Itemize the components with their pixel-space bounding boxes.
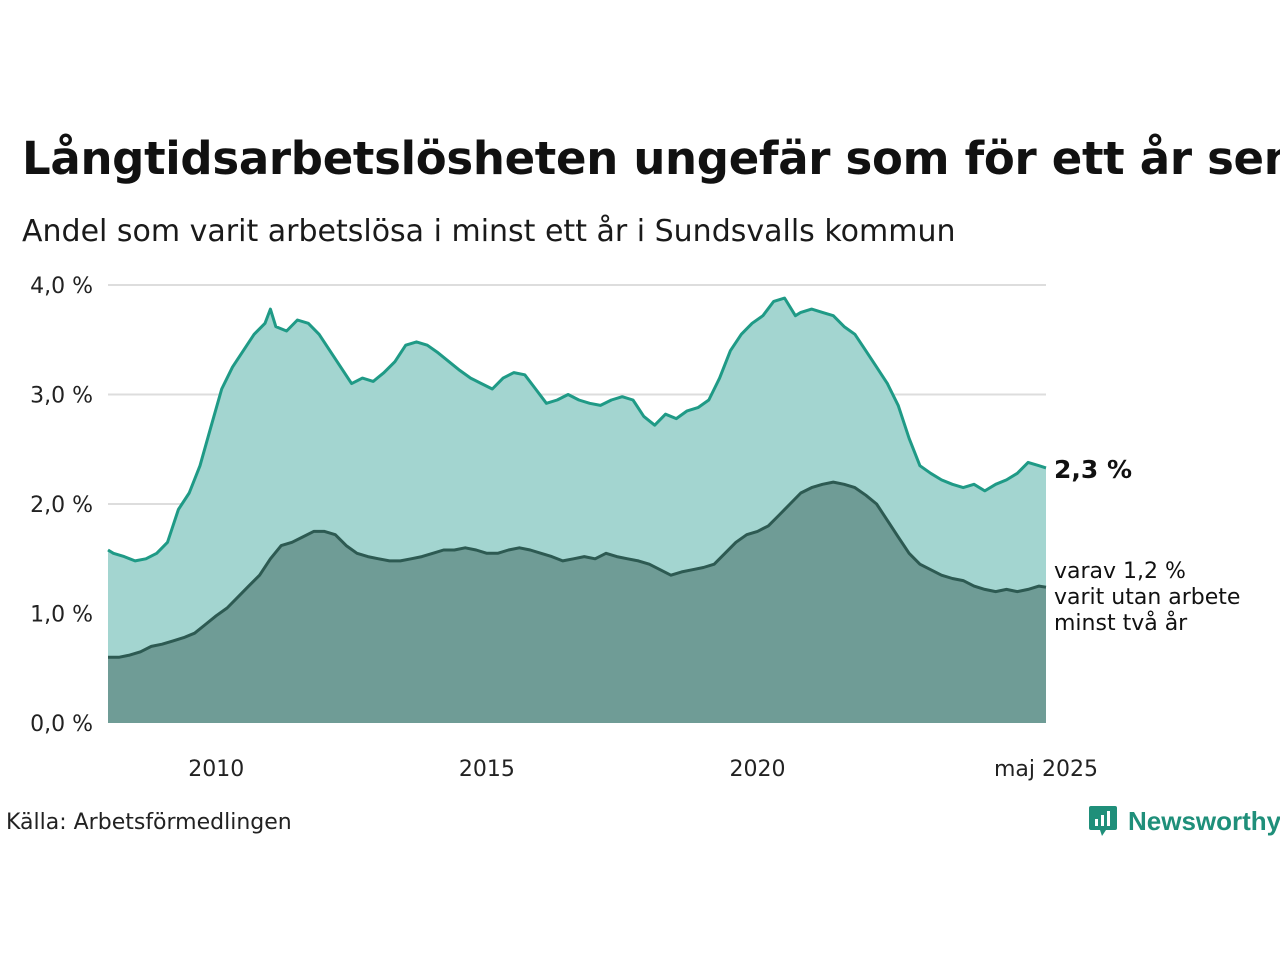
longterm-line [108, 480, 1047, 659]
sub-label-line-1: varav 1,2 % [1054, 559, 1186, 584]
x-tick-label: 2010 [188, 757, 244, 782]
y-tick-label: 4,0 % [30, 274, 93, 299]
y-tick-label: 0,0 % [30, 712, 93, 737]
sub-label-line-2: varit utan arbete [1054, 585, 1240, 610]
source-note: Källa: Arbetsförmedlingen [6, 810, 292, 835]
newsworthy-logo-icon [1089, 806, 1117, 836]
chart-title: Långtidsarbetslösheten ungefär som för e… [22, 132, 1280, 185]
y-axis-ticks: 0,0 % 1,0 % 2,0 % 3,0 % 4,0 % [30, 274, 93, 737]
x-tick-label: 2020 [730, 757, 786, 782]
chart-areas [107, 296, 1047, 723]
brand-name: Newsworthy [1128, 805, 1280, 836]
sub-label-line-3: minst två år [1054, 610, 1188, 636]
end-value-label: 2,3 % [1054, 455, 1132, 484]
y-tick-label: 2,0 % [30, 493, 93, 518]
area-chart: 0,0 % 1,0 % 2,0 % 3,0 % 4,0 % 2010 2015 2020 ma… [30, 274, 1240, 782]
x-axis-ticks: 2010 2015 2020 maj 2025 [188, 757, 1098, 782]
total-line [107, 296, 1047, 563]
y-tick-label: 1,0 % [30, 603, 93, 628]
x-tick-label: maj 2025 [994, 757, 1098, 782]
y-tick-label: 3,0 % [30, 384, 93, 409]
brand-logo: Newsworthy [1088, 804, 1280, 838]
x-tick-label: 2015 [459, 757, 515, 782]
chart-subtitle: Andel som varit arbetslösa i minst ett å… [22, 214, 956, 249]
